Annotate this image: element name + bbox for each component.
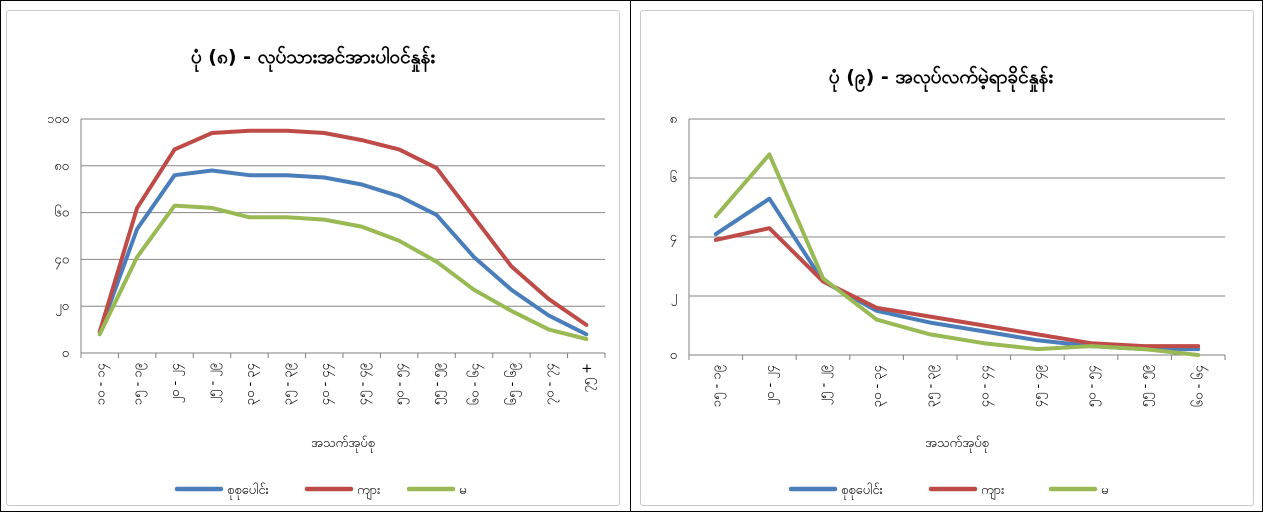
series-line: [713, 226, 1201, 349]
x-tick-label: ၅၀ - ၅၄: [393, 362, 410, 405]
y-tick-label: ၄၀: [54, 252, 69, 269]
series-line: [97, 203, 589, 341]
x-axis-label: အသက်အုပ်စု: [925, 435, 989, 453]
y-tick-label: ၆: [670, 170, 677, 186]
series-line: [97, 168, 589, 337]
chart-title: ပုံ (၈) - လုပ်သားအင်အားပါဝင်နှုန်း: [191, 44, 435, 73]
legend-label: မ: [1101, 483, 1108, 498]
x-tick-label: ၁၀ - ၁၄: [93, 362, 110, 405]
x-tick-label: ၅၅ - ၅၉: [1138, 365, 1155, 407]
x-tick-label: ၃၅ - ၃၉: [280, 363, 297, 405]
x-tick-label: ၇၀ - ၇၄: [542, 362, 559, 405]
y-tick-label: ၆၀: [54, 205, 69, 221]
chart-unemployment-rate-svg: ပုံ (၉) - အလုပ်လက်မဲ့ရာခိုင်နှုန်း၀ ၂ ၄ ၆ ၈၁…: [670, 64, 1226, 500]
y-tick-label: ၁၀၀: [47, 112, 69, 127]
x-tick-label: ၅၀ - ၅၄: [1085, 364, 1102, 407]
x-axis-label: အသက်အုပ်စု: [311, 435, 375, 453]
chart-unemployment-rate: ပုံ (၉) - အလုပ်လက်မဲ့ရာခိုင်နှုန်း၀ ၂ ၄ ၆ ၈၁…: [640, 10, 1254, 506]
x-tick-label: ၃၀ - ၃၄: [243, 362, 260, 405]
y-tick-label: ၄: [670, 230, 678, 247]
legend-label: ကျား: [357, 483, 380, 500]
legend-label: စုစုပေါင်း: [227, 482, 269, 500]
chart-participation-rate: ပုံ (၈) - လုပ်သားအင်အားပါဝင်နှုန်း၀၂၀ ၄၀၆…: [6, 10, 620, 506]
x-tick-label: ၆၀ - ၆၄: [467, 362, 485, 405]
y-tick-label: ၀: [62, 346, 69, 361]
x-tick-label: ၇၅ +: [580, 363, 597, 393]
series-line: [97, 128, 589, 334]
x-tick-label: ၂၅ - ၂၉: [206, 363, 223, 403]
x-tick-label: ၃၀ - ၃၄: [870, 364, 887, 407]
legend-label: မ: [459, 483, 466, 498]
x-tick-label: ၂၀ - ၂၄: [763, 364, 780, 405]
y-tick-label: ၂၀: [55, 299, 69, 316]
x-tick-label: ၄၅ - ၄၉: [355, 363, 372, 405]
x-tick-label: ၂၅ - ၂၉: [817, 365, 834, 405]
legend-label: စုစုပေါင်း: [841, 482, 883, 500]
legend-label: ကျား: [981, 483, 1004, 500]
series-line: [713, 196, 1201, 352]
chart-title: ပုံ (၉) - အလုပ်လက်မဲ့ရာခိုင်နှုန်း: [829, 64, 1054, 93]
x-tick-label: ၄၀ - ၄၄: [318, 362, 335, 405]
x-tick-label: ၂၀ - ၂၄: [168, 362, 185, 403]
x-tick-label: ၆၀ - ၆၄: [1191, 364, 1209, 407]
y-tick-label: ၈: [670, 112, 677, 127]
y-tick-label: ၂: [671, 289, 677, 306]
x-tick-label: ၅၅ - ၅၉: [430, 363, 447, 405]
x-tick-label: ၁၅ - ၁၉: [709, 365, 726, 407]
x-tick-label: ၄၅ - ၄၉: [1031, 365, 1048, 407]
x-tick-label: ၁၅ - ၁၉: [131, 363, 148, 405]
y-tick-label: ၀: [670, 348, 677, 363]
y-tick-label: ၈၀: [54, 159, 69, 174]
x-tick-label: ၄၀ - ၄၄: [977, 364, 994, 407]
series-line: [713, 152, 1201, 357]
chart-participation-rate-svg: ပုံ (၈) - လုပ်သားအင်အားပါဝင်နှုန်း၀၂၀၄၀၆…: [47, 44, 606, 500]
x-tick-label: ၃၅ - ၃၉: [924, 365, 941, 407]
x-tick-label: ၆၅ - ၆၉: [504, 363, 522, 405]
page-divider: [630, 0, 631, 512]
